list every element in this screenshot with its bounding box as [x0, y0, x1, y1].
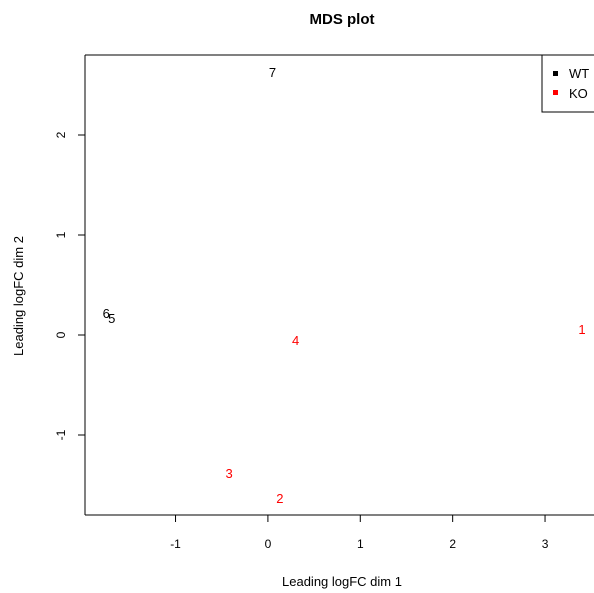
legend-label-ko: KO [569, 86, 588, 101]
data-point-3: 3 [225, 466, 232, 481]
x-tick-label: 1 [357, 537, 364, 551]
legend-swatch-wt [553, 71, 558, 76]
y-axis: -1 0 1 2 [54, 131, 85, 440]
x-tick-label: 2 [449, 537, 456, 551]
data-point-5: 5 [108, 311, 115, 326]
legend-label-wt: WT [569, 66, 589, 81]
data-point-1: 1 [578, 322, 585, 337]
y-tick-label: 2 [54, 131, 68, 138]
x-axis: -1 0 1 2 3 [170, 515, 549, 551]
y-tick-label: -1 [54, 429, 68, 440]
x-tick-label: 0 [265, 537, 272, 551]
data-points: 7 65 1 4 3 2 [103, 65, 586, 506]
data-point-6: 6 [103, 306, 110, 321]
data-point-7: 7 [269, 65, 276, 80]
x-tick-label: -1 [170, 537, 181, 551]
legend-swatch-ko [553, 90, 558, 95]
y-tick-label: 1 [54, 231, 68, 238]
data-point-4: 4 [292, 333, 299, 348]
plot-frame [84, 54, 594, 516]
x-axis-label: Leading logFC dim 1 [282, 574, 402, 589]
legend-box [541, 54, 594, 113]
y-axis-label: Leading logFC dim 2 [11, 236, 26, 356]
chart-title: MDS plot [310, 11, 375, 28]
data-point-2: 2 [276, 491, 283, 506]
legend: WT KO [541, 54, 594, 113]
x-tick-label: 3 [542, 537, 549, 551]
y-tick-label: 0 [54, 331, 68, 338]
